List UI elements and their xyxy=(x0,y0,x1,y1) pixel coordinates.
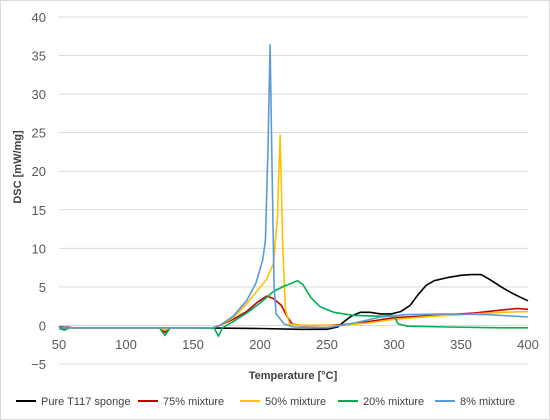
y-tick-label: 25 xyxy=(32,126,46,141)
x-tick-label: 100 xyxy=(115,337,137,352)
x-axis-title: Temperature [°C] xyxy=(249,370,338,382)
tick-labels: −5 0 5 10 15 20 25 30 35 40 50 100 150 200 250 300 350 40… xyxy=(31,10,539,372)
x-tick-label: 300 xyxy=(383,337,405,352)
series-line-pure-t117-sponge xyxy=(58,273,529,331)
x-tick-label: 400 xyxy=(517,337,539,352)
y-tick-label: 30 xyxy=(32,87,46,102)
x-tick-label: 250 xyxy=(316,337,338,352)
x-tick-label: 50 xyxy=(52,337,66,352)
series-line-20pct-mixture xyxy=(58,279,528,337)
y-tick-label: 35 xyxy=(32,49,46,64)
y-tick-label: 15 xyxy=(32,203,46,218)
y-tick-label: 40 xyxy=(32,10,46,25)
x-tick-label: 150 xyxy=(182,337,204,352)
y-axis-title: DSC [mW/mg] xyxy=(12,130,24,204)
legend-label: Pure T117 sponge xyxy=(41,396,131,408)
x-tick-label: 350 xyxy=(450,337,472,352)
y-tick-label: 20 xyxy=(32,164,46,179)
legend-label: 20% mixture xyxy=(363,396,424,408)
y-tick-label: 5 xyxy=(39,280,46,295)
legend-label: 75% mixture xyxy=(163,396,224,408)
series-line-8pct-mixture xyxy=(59,44,529,329)
legend-label: 50% mixture xyxy=(265,396,326,408)
x-tick-label: 200 xyxy=(249,337,271,352)
legend: Pure T117 sponge 75% mixture 50% mixture 20… xyxy=(16,396,515,408)
series-lines xyxy=(58,44,529,337)
legend-label: 8% mixture xyxy=(460,396,515,408)
y-tick-label: 0 xyxy=(39,318,46,333)
y-tick-label: −5 xyxy=(31,357,46,372)
series-line-50pct-mixture xyxy=(59,134,529,331)
y-tick-label: 10 xyxy=(32,241,46,256)
grid-lines xyxy=(59,16,528,365)
